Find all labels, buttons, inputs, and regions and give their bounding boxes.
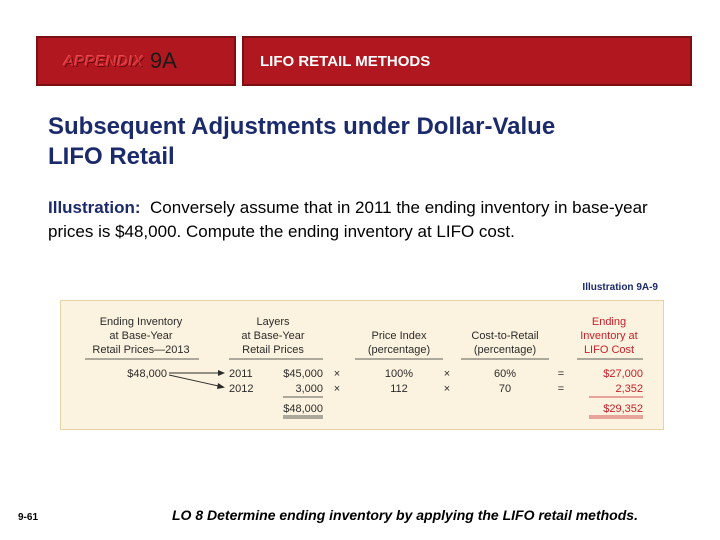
col5-header-line2: Inventory at — [580, 330, 637, 342]
col4-header-line2: (percentage) — [474, 344, 536, 356]
page-number: 9-61 — [18, 512, 39, 523]
illustration-label: Illustration: — [48, 198, 141, 217]
row1-eq: = — [558, 368, 564, 380]
col5-header-line3: LIFO Cost — [584, 344, 634, 356]
col5-header-line1: Ending — [592, 316, 626, 328]
section-title: LIFO RETAIL METHODS — [260, 52, 431, 70]
ending-inventory-value: $48,000 — [127, 368, 167, 380]
arrow-to-2012-layer — [168, 374, 224, 388]
slide-title: Subsequent Adjustments under Dollar-Valu… — [48, 112, 688, 172]
row2-year: 2012 — [229, 383, 253, 395]
slide-title-line2: LIFO Retail — [48, 143, 175, 170]
col1-header-line2: at Base-Year — [109, 330, 173, 342]
table-graphic: Ending Inventory at Base-Year Retail Pri… — [85, 316, 643, 419]
appendix-banner: APPENDIX 9A — [36, 36, 236, 86]
col4-header-line1: Cost-to-Retail — [471, 330, 538, 342]
slide-title-line1: Subsequent Adjustments under Dollar-Valu… — [48, 113, 556, 140]
col1-header-line3: Retail Prices—2013 — [92, 344, 189, 356]
row1-index: 100% — [385, 368, 413, 380]
total-cost: $29,352 — [603, 403, 643, 415]
arrowhead-2012 — [217, 383, 225, 389]
row1-ratio: 60% — [494, 368, 516, 380]
lifo-computation-table: Ending Inventory at Base-Year Retail Pri… — [60, 300, 664, 430]
row1-year: 2011 — [229, 368, 253, 380]
row1-op1: × — [334, 368, 340, 380]
illustration-paragraph: Illustration: Conversely assume that in … — [48, 196, 688, 244]
row2-op1: × — [334, 383, 340, 395]
col2-header-line1: Layers — [256, 316, 290, 328]
appendix-label: APPENDIX — [64, 52, 144, 70]
row2-op2: × — [444, 383, 450, 395]
row2-layer: 3,000 — [295, 383, 323, 395]
row1-op2: × — [444, 368, 450, 380]
row2-eq: = — [558, 383, 564, 395]
row1-layer: $45,000 — [283, 368, 323, 380]
arrowhead-2011 — [218, 370, 225, 376]
row2-ratio: 70 — [499, 383, 511, 395]
row2-index: 112 — [390, 383, 408, 395]
col2-header-line3: Retail Prices — [242, 344, 304, 356]
illustration-text: Conversely assume that in 2011 the endin… — [48, 198, 648, 241]
appendix-number: 9A — [149, 48, 177, 73]
row1-cost: $27,000 — [603, 368, 643, 380]
learning-objective: LO 8 Determine ending inventory by apply… — [172, 507, 638, 523]
section-banner: LIFO RETAIL METHODS — [242, 36, 692, 86]
illustration-caption: Illustration 9A-9 — [582, 282, 658, 293]
col2-header-line2: at Base-Year — [241, 330, 305, 342]
col3-header-line1: Price Index — [371, 330, 427, 342]
col3-header-line2: (percentage) — [368, 344, 430, 356]
row2-cost: 2,352 — [615, 383, 643, 395]
col1-header-line1: Ending Inventory — [100, 316, 183, 328]
total-layers: $48,000 — [283, 403, 323, 415]
